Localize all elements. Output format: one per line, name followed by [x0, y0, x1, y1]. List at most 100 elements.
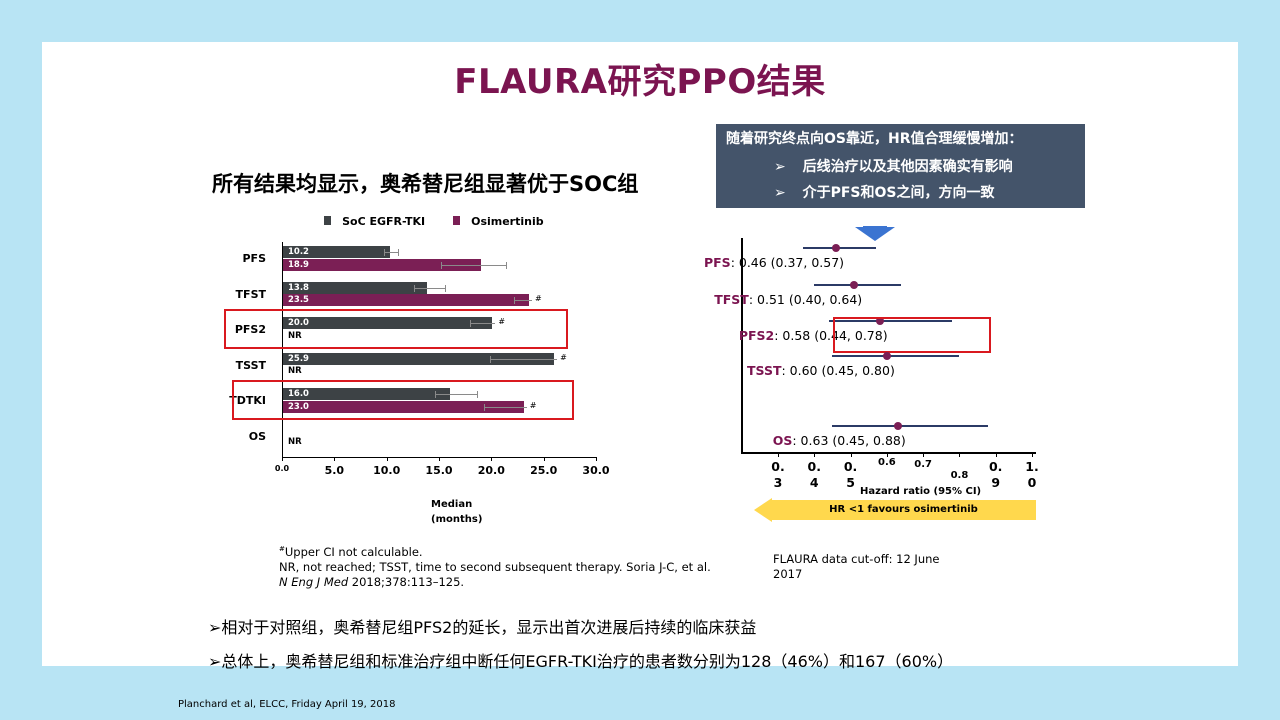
forest-x-tick-label-part: 4: [809, 475, 819, 490]
bar-category-label: TDTKI: [229, 394, 266, 407]
legend-label-soc: SoC EGFR-TKI: [342, 215, 426, 228]
error-bar: [514, 300, 532, 301]
bar-category-label: TSST: [235, 358, 266, 372]
forest-y-axis: [741, 238, 743, 452]
error-bar: [413, 287, 446, 289]
forest-point: [832, 243, 841, 252]
forest-label: TFST: 0.51 (0.40, 0.64): [714, 292, 862, 307]
forest-ci-line: [832, 425, 989, 427]
bar-x-tick-mark: [386, 457, 388, 461]
error-bar: [441, 264, 506, 266]
bar-x-tick-label: 0.0: [274, 464, 290, 473]
bar-value-label: 23.0: [288, 401, 309, 412]
favours-arrow-head: [754, 498, 772, 522]
upper-ci-marker: #: [534, 294, 542, 303]
error-bar-cap: [445, 284, 447, 292]
forest-x-tick-label-part: 0.: [843, 459, 858, 474]
forest-endpoint-value: : 0.51 (0.40, 0.64): [748, 292, 863, 307]
callout-item: ➢ 后线治疗以及其他因素确实有影响: [774, 156, 1013, 176]
forest-endpoint-name: PFS2: [738, 328, 775, 343]
forest-endpoint-name: TSST: [746, 363, 782, 378]
error-bar: [484, 406, 527, 408]
bar-x-tick-mark: [334, 457, 336, 461]
forest-x-tick-label: 0.8: [950, 470, 969, 481]
footnote: #Upper CI not calculable. NR, not reache…: [279, 542, 729, 590]
bar-value-label: 16.0: [288, 389, 309, 399]
bar-value-label: 18.9: [288, 259, 309, 270]
bar-x-tick-label: 5.0: [324, 464, 345, 477]
forest-x-tick-label: 0. 5: [841, 459, 861, 491]
bar-value-label: 10.2: [288, 247, 309, 257]
callout-item-text: 介于PFS和OS之间，方向一致: [802, 185, 995, 201]
forest-point: [850, 280, 859, 289]
forest-endpoint-name: OS: [772, 433, 793, 448]
bar-x-tick-label: 10.0: [373, 464, 401, 477]
bar: [283, 317, 493, 329]
forest-endpoint-value: : 0.46 (0.37, 0.57): [730, 255, 845, 270]
forest-label: OS: 0.63 (0.45, 0.88): [773, 433, 906, 448]
bar-x-tick-mark: [491, 457, 493, 461]
forest-point: [893, 421, 902, 430]
forest-x-tick-label: 0. 4: [804, 459, 824, 491]
forest-x-tick-label-part: 0.: [771, 459, 785, 474]
footnote-sup: #: [279, 545, 285, 553]
bar-x-axis-title: Median (months): [431, 499, 483, 525]
error-bar-cap: [434, 391, 436, 398]
error-bar: [490, 358, 558, 360]
forest-label: TSST: 0.60 (0.45, 0.80): [747, 363, 895, 378]
legend-swatch-soc: [324, 216, 331, 225]
forest-x-tick-label-part: 0: [1027, 475, 1037, 490]
bar-category-label: PFS2: [234, 323, 266, 336]
error-bar-cap: [441, 261, 443, 269]
legend-swatch-osi: [453, 216, 460, 225]
forest-label: PFS2: 0.58 (0.44, 0.78): [739, 328, 888, 343]
bar: [283, 294, 529, 306]
bar-value-label: NR: [288, 437, 302, 447]
forest-x-tick-label-part: 9: [991, 475, 1001, 490]
bar-x-tick-label: 30.0: [582, 464, 610, 477]
bar-category-label: TFST: [235, 287, 266, 301]
bar-value-label: NR: [288, 366, 302, 376]
footnote-citation: 2018;378:113–125.: [348, 574, 465, 589]
bar-value-label: 25.9: [288, 353, 309, 364]
bar-x-tick-mark: [543, 457, 545, 461]
slide: FLAURA研究PPO结果 所有结果均显示，奥希替尼组显著优于SOC组 随着研究…: [42, 42, 1238, 671]
forest-endpoint-value: : 0.60 (0.45, 0.80): [781, 363, 895, 378]
footnote-line1: Upper CI not calculable.: [284, 544, 423, 559]
bar-x-tick-mark: [282, 457, 283, 461]
forest-x-tick-mark: [850, 452, 852, 457]
bar-value-label: 13.8: [288, 282, 309, 293]
highlight-box: [232, 380, 574, 420]
forest-x-tick-label: 1. 0: [1022, 459, 1042, 491]
forest-x-tick-mark: [959, 452, 961, 457]
bar: [283, 281, 428, 294]
legend-item-soc: SoC EGFR-TKI: [324, 210, 425, 229]
data-cutoff-note: FLAURA data cut-off: 12 June 2017: [773, 552, 940, 581]
bullet-point: ➢相对于对照组，奥希替尼组PFS2的延长，显示出首次进展后持续的临床获益: [208, 618, 757, 637]
error-bar-cap: [476, 391, 478, 398]
forest-x-tick-label-part: 1.: [1025, 459, 1039, 474]
forest-x-tick-mark: [886, 452, 888, 457]
error-bar-cap: [514, 297, 516, 304]
bullet-point: ➢总体上，奥希替尼组和标准治疗组中断任何EGFR-TKI治疗的患者数分别为128…: [208, 652, 954, 671]
forest-x-tick-mark: [995, 452, 997, 457]
bar-x-tick-label: 25.0: [530, 464, 558, 477]
forest-label: PFS: 0.46 (0.37, 0.57): [704, 255, 844, 270]
forest-x-axis: [741, 452, 1036, 454]
footnote-journal: N Eng J Med: [279, 574, 349, 589]
forest-x-tick-mark: [1032, 452, 1033, 457]
bar-y-axis: [282, 242, 283, 457]
forest-x-tick-label-part: 5: [846, 475, 855, 490]
pointer-arrow-stem: [862, 226, 887, 232]
bar: [283, 352, 555, 365]
forest-x-tick-label-part: 0.: [988, 459, 1003, 474]
slide-title: FLAURA研究PPO结果: [454, 62, 826, 102]
error-bar-cap: [383, 249, 385, 256]
forest-point: [875, 316, 884, 325]
error-bar: [470, 323, 496, 324]
footnote-line2: NR, not reached; TSST, time to second su…: [279, 559, 711, 574]
error-bar-cap: [413, 284, 415, 292]
bar: [283, 246, 390, 258]
upper-ci-marker: #: [498, 317, 506, 326]
upper-ci-marker: #: [529, 400, 537, 410]
